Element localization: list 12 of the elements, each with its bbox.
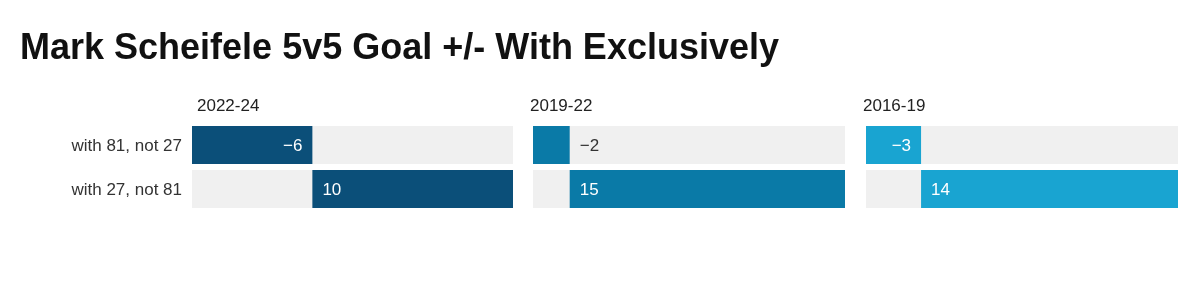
data-label: 10	[322, 179, 342, 199]
data-label: −6	[282, 135, 303, 155]
data-label: −3	[891, 135, 912, 155]
chart-subtitle: 2022-24	[197, 96, 260, 115]
data-label: 14	[931, 179, 950, 199]
chart-title: Mark Scheifele 5v5 Goal +/- With Exclusively	[20, 26, 780, 68]
data-label: 15	[579, 179, 599, 199]
chart-subtitle: 2016-19	[863, 96, 926, 115]
data-label: −2	[579, 135, 600, 155]
chart-subtitle: 2019-22	[530, 96, 593, 115]
y-tick-label: with 27, not 81	[70, 179, 182, 199]
y-tick-label: with 81, not 27	[70, 135, 182, 155]
